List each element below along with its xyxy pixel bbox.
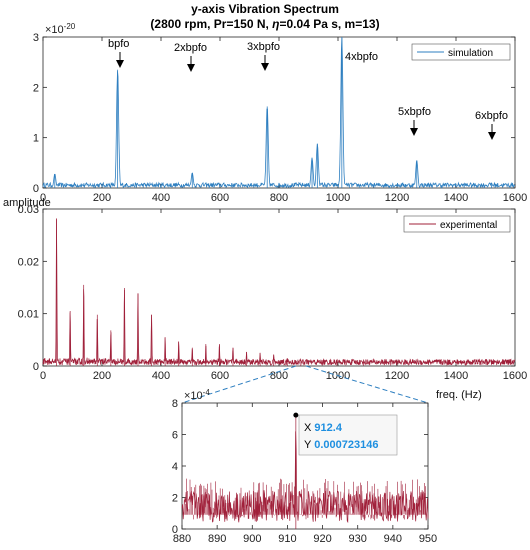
x-tick-label: 400: [152, 192, 170, 204]
annotation-2xbpfo: 2xbpfo: [174, 42, 207, 72]
y-tick-label: 0.01: [18, 309, 39, 321]
legend-box: [403, 215, 511, 233]
zoom-noise-trace: [182, 478, 429, 520]
y-tick-label: 2: [33, 82, 39, 94]
x-tick-label: 880: [173, 533, 191, 545]
x-tick-label: 900: [243, 533, 261, 545]
x-tick-label: 600: [211, 192, 229, 204]
series-line-simulation: [42, 37, 516, 189]
x-tick-label: 910: [278, 533, 296, 545]
annotation-label: 6xbpfo: [475, 110, 508, 122]
legend-label: simulation: [448, 48, 493, 59]
annotation-arrow-head: [116, 60, 124, 68]
x-tick-label: 930: [349, 533, 367, 545]
x-tick-label: 1200: [385, 192, 409, 204]
y-tick-label: 1: [33, 133, 39, 145]
x-tick-label: 1200: [385, 370, 409, 382]
y-tick-label: 0.02: [18, 256, 39, 268]
y-tick-label: 4: [172, 461, 178, 473]
annotation-arrow-head: [261, 63, 269, 71]
y-tick-label: 0.03: [18, 204, 39, 216]
annotation-label: 5xbpfo: [398, 106, 431, 118]
y-tick-label: 3: [33, 32, 39, 44]
x-tick-label: 1000: [326, 192, 350, 204]
annotation-5xbpfo: 5xbpfo: [398, 106, 431, 136]
zoom-link-right: [305, 365, 429, 404]
x-tick-label: 890: [208, 533, 226, 545]
annotation-arrow-head: [488, 132, 496, 140]
x-tick-label: 1600: [503, 370, 527, 382]
annotation-label: bpfo: [108, 38, 129, 50]
annotation-6xbpfo: 6xbpfo: [475, 110, 508, 140]
legend-experimental: experimental: [403, 215, 511, 233]
experimental-panel: 0200400600800100012001400160000.010.020.…: [3, 197, 527, 401]
legend-simulation: simulation: [411, 43, 511, 61]
chart-title: y-axis Vibration Spectrum: [191, 2, 339, 16]
datatip: X 912.4 Y 0.000723146: [298, 414, 398, 456]
zoom-connector-lines: [181, 365, 429, 404]
y-tick-label: 2: [172, 493, 178, 505]
plot-area: [42, 208, 516, 367]
x-tick-label: 1400: [444, 192, 468, 204]
x-tick-label: 940: [384, 533, 402, 545]
zoom-inset-panel: 880 890 900 910 920 930 940 950 0 2 4 6 8 ×10-4 X 912.…: [172, 388, 437, 545]
x-tick-label: 800: [270, 192, 288, 204]
y-tick-label: 6: [172, 430, 178, 442]
datatip-x: X 912.4: [304, 422, 343, 434]
y-exponent-label: ×10-4: [184, 388, 210, 402]
x-tick-label: 1600: [503, 192, 527, 204]
x-tick-label: 0: [40, 370, 46, 382]
x-tick-label: 0: [40, 192, 46, 204]
x-tick-label: 200: [93, 370, 111, 382]
annotation-3xbpfo: 3xbpfo: [247, 41, 280, 71]
annotation-bpfo: bpfo: [108, 38, 129, 68]
y-tick-label: 8: [172, 398, 178, 410]
datatip-marker: [293, 412, 299, 418]
chart-subtitle: (2800 rpm, Pr=150 N, η=0.04 Pa s, m=13): [150, 17, 380, 31]
y-tick-label: 0: [172, 524, 178, 536]
annotation-label: 2xbpfo: [174, 42, 207, 54]
datatip-box: [298, 414, 398, 456]
series-line-experimental: [42, 219, 516, 367]
zoom-link-left: [181, 365, 297, 404]
y-exponent-label: ×10-20: [45, 22, 76, 36]
x-tick-label: 800: [270, 370, 288, 382]
datatip-y: Y 0.000723146: [304, 439, 378, 451]
x-tick-label: 400: [152, 370, 170, 382]
annotation-arrow-head: [187, 64, 195, 72]
annotation-label: 4xbpfo: [345, 51, 378, 63]
y-tick-label: 0: [33, 361, 39, 373]
x-axis-label: freq. (Hz): [436, 389, 482, 401]
simulation-panel: 0 200 400 600 800 1000 1200 1400 1600 0 1 2 3 ×10-20 s…: [33, 22, 527, 204]
x-tick-label: 920: [313, 533, 331, 545]
y-tick-label: 0: [33, 183, 39, 195]
x-tick-label: 1400: [444, 370, 468, 382]
legend-label: experimental: [440, 220, 497, 231]
annotation-label: 3xbpfo: [247, 41, 280, 53]
x-tick-label: 600: [211, 370, 229, 382]
legend-box: [411, 43, 511, 61]
x-tick-label: 950: [419, 533, 437, 545]
annotation-4xbpfo: 4xbpfo: [345, 51, 378, 63]
x-tick-label: 200: [93, 192, 111, 204]
y-axis-label: amplitude: [3, 197, 51, 209]
annotation-arrow-head: [410, 128, 418, 136]
